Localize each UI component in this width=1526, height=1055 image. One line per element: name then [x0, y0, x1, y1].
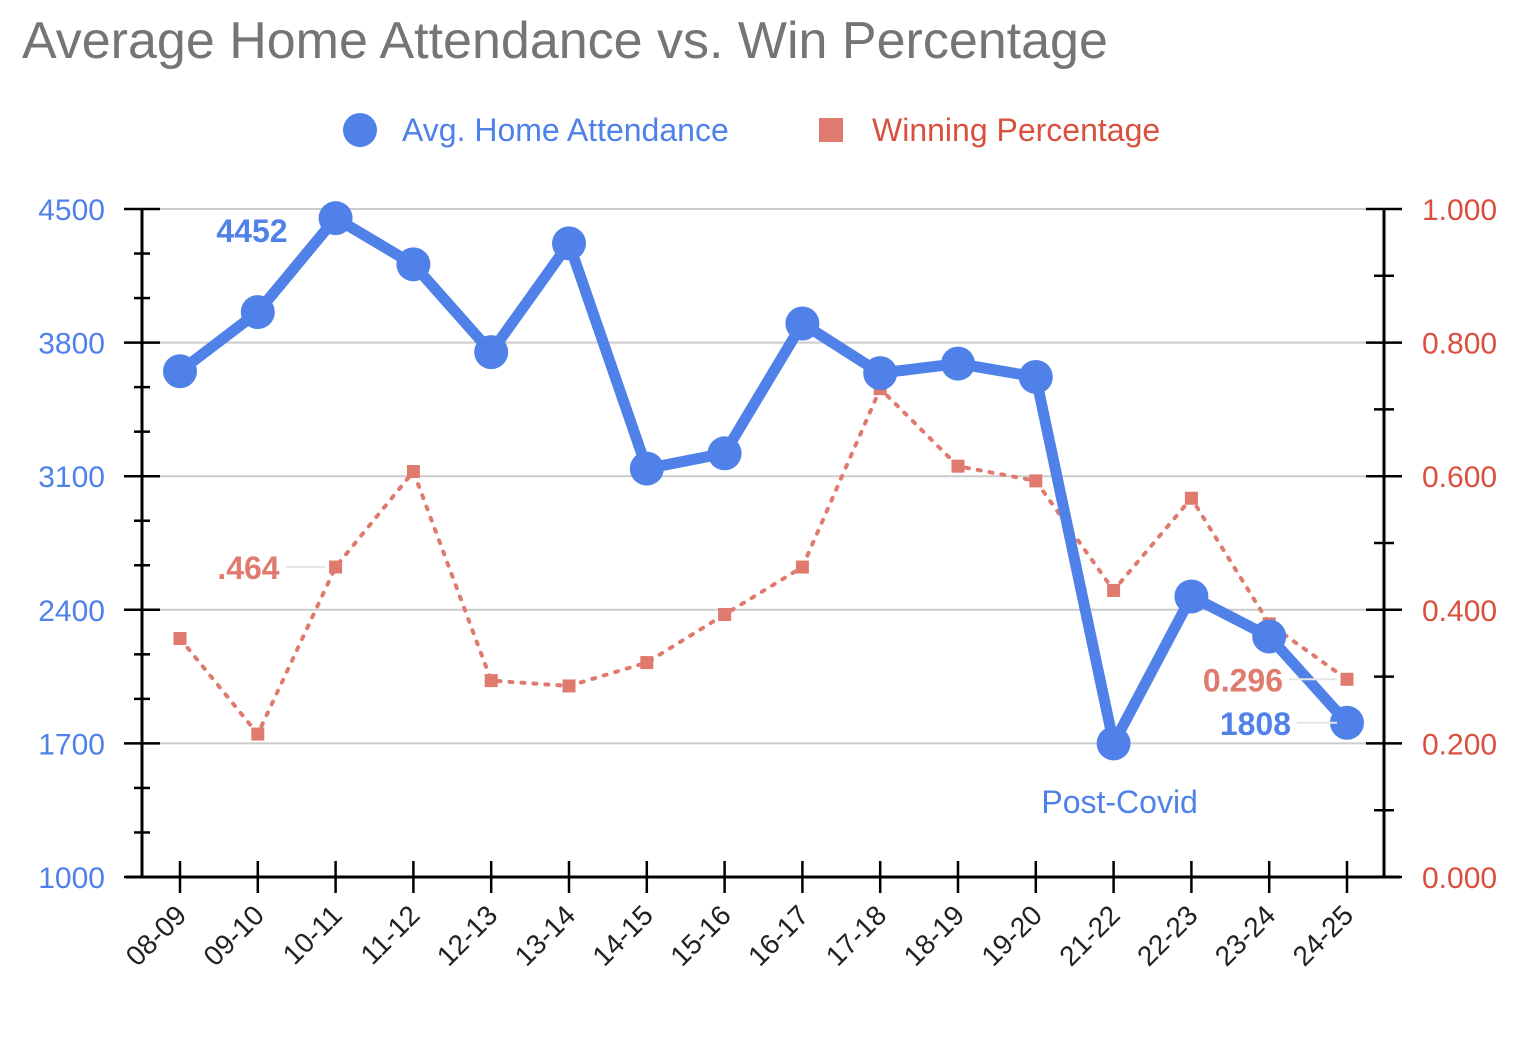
y-right-tick-label: 1.000 [1422, 194, 1497, 227]
x-tick-label: 14-15 [586, 899, 659, 972]
data-label: 4452 [216, 213, 287, 249]
attendance-point [163, 354, 197, 389]
attendance-point [552, 226, 586, 261]
x-tick-label: 13-14 [509, 899, 582, 972]
x-tick-label: 24-25 [1287, 899, 1360, 972]
attendance-point [1174, 579, 1209, 614]
y-right-tick-label: 0.000 [1422, 862, 1497, 895]
y-right-tick-label: 0.200 [1422, 728, 1497, 761]
data-label: 1808 [1220, 706, 1291, 742]
x-tick-label: 11-12 [355, 899, 426, 970]
winning-percentage-point [718, 607, 732, 621]
attendance-point [1018, 359, 1053, 394]
attendance-point [1330, 705, 1364, 740]
winning-percentage-point [951, 459, 965, 473]
y-right-tick-label: 0.600 [1422, 461, 1497, 494]
attendance-point [1096, 726, 1131, 761]
note-label: Post-Covid [1041, 784, 1198, 820]
y-left-tick-label: 3100 [38, 461, 105, 494]
attendance-point [1252, 619, 1287, 654]
winning-percentage-point [406, 465, 420, 479]
x-tick-label: 17-18 [820, 899, 893, 972]
winning-percentage-point [484, 674, 498, 688]
x-tick-label: 22-23 [1131, 899, 1204, 972]
winning-percentage-point [1340, 672, 1354, 686]
winning-percentage-point [1184, 491, 1198, 505]
legend-label-winpct: Winning Percentage [872, 112, 1160, 148]
x-tick-label: 09-10 [197, 899, 270, 972]
chart-title: Average Home Attendance vs. Win Percenta… [22, 12, 1108, 70]
data-label: 0.296 [1203, 662, 1283, 698]
x-tick-label: 16-17 [742, 899, 815, 972]
attendance-point [396, 247, 431, 282]
series-winning-percentage [173, 382, 1354, 741]
winning-percentage-line [178, 385, 1349, 738]
y-left-tick-label: 4500 [38, 194, 105, 227]
attendance-point [941, 346, 975, 381]
winning-percentage-point [251, 727, 265, 741]
x-tick-label: 08-09 [120, 899, 193, 972]
gridlines [142, 208, 1384, 745]
y-left-tick-label: 1700 [38, 728, 105, 761]
x-tick-label: 18-19 [898, 899, 971, 972]
attendance-line [174, 212, 1353, 749]
attendance-point [707, 436, 742, 471]
x-tick-label: 23-24 [1209, 899, 1282, 972]
winning-percentage-point [795, 560, 809, 574]
legend-label-attendance: Avg. Home Attendance [402, 112, 729, 148]
winning-percentage-point [640, 656, 654, 670]
y-right-tick-label: 0.400 [1422, 595, 1497, 628]
x-tick-label: 21-22 [1053, 899, 1126, 972]
y-left-tick-label: 3800 [38, 328, 105, 361]
legend-marker-attendance [343, 113, 377, 147]
winning-percentage-point [1107, 583, 1121, 597]
data-labels: 4452 .464 0.296 1808 Post-Covid [216, 213, 1337, 820]
x-tick-label: 10-11 [277, 899, 348, 970]
x-tick-label: 19-20 [975, 899, 1048, 972]
legend: Avg. Home Attendance Winning Percentage [343, 112, 1160, 148]
winning-percentage-point [329, 560, 343, 574]
series-avg-home-attendance [163, 201, 1364, 761]
x-tick-label: 15-16 [664, 899, 737, 972]
legend-marker-winpct [819, 118, 843, 142]
attendance-point [629, 451, 664, 486]
y-left-tick-label: 1000 [38, 862, 105, 895]
attendance-point [318, 201, 353, 236]
attendance-point [474, 335, 509, 370]
winning-percentage-point [562, 679, 576, 693]
x-tick-label: 12-13 [431, 899, 504, 972]
winning-percentage-point [1029, 474, 1043, 488]
y-right-tick-label: 0.800 [1422, 328, 1497, 361]
attendance-point [863, 356, 898, 391]
data-label: .464 [217, 550, 279, 586]
y-left-tick-label: 2400 [38, 595, 105, 628]
winning-percentage-point [173, 632, 187, 646]
attendance-point [240, 295, 275, 330]
attendance-point [785, 306, 820, 341]
